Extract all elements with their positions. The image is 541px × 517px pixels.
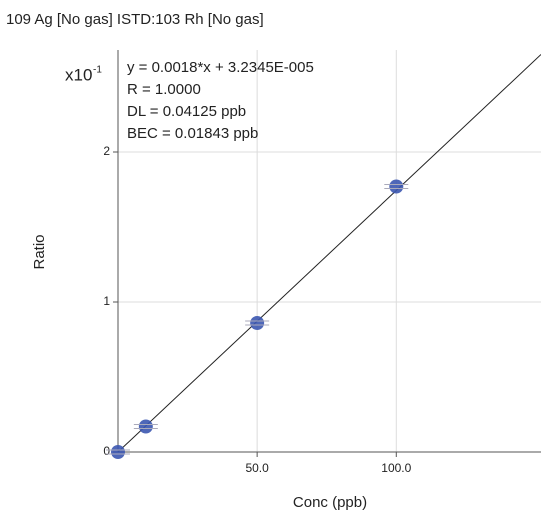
annotation: DL = 0.04125 ppb bbox=[127, 103, 246, 120]
x-axis-label: Conc (ppb) bbox=[293, 494, 367, 511]
y-tick-label: 1 bbox=[103, 294, 110, 308]
y-tick-label: 2 bbox=[103, 144, 110, 158]
fit-line bbox=[117, 54, 541, 453]
data-point bbox=[111, 445, 125, 459]
data-point bbox=[138, 419, 153, 434]
y-multiplier-exponent: -1 bbox=[93, 65, 102, 76]
annotation: BEC = 0.01843 ppb bbox=[127, 125, 258, 142]
annotation: y = 0.0018*x + 3.2345E-005 bbox=[127, 59, 314, 76]
y-tick-label: 0 bbox=[103, 444, 110, 458]
data-point bbox=[250, 316, 265, 330]
annotation: R = 1.0000 bbox=[127, 81, 201, 98]
x-tick-label: 100.0 bbox=[381, 461, 411, 475]
y-multiplier-base: x10 bbox=[65, 65, 92, 84]
chart-title: 109 Ag [No gas] ISTD:103 Rh [No gas] bbox=[6, 11, 264, 28]
x-tick-label: 50.0 bbox=[245, 461, 269, 475]
y-axis-label: Ratio bbox=[31, 234, 48, 269]
data-point bbox=[389, 179, 404, 194]
